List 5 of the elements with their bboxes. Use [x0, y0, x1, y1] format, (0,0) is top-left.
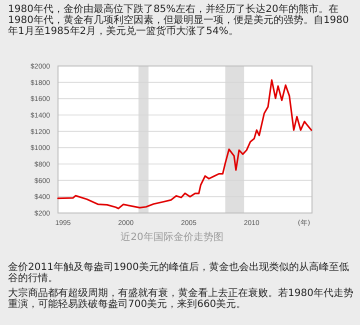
- text: 1980年代，金价由最高位下跌了85%左右，并经历了长达20年的熊市。在1980年代，黄金有几项利空因素，但最明显一项，便是美元的强势。自1980年1月至1985年2月，美元兑一篮货币大涨了54%。: [8, 4, 350, 37]
- line-series: [57, 79, 312, 210]
- text: 近20年国际金价走势图: [120, 231, 224, 243]
- text: 大宗商品都有超级周期，有盛就有衰，黄金看上去正在衰败。若1980年代走势重演，可能轻易跌破每盎司700美元，来到660美元。: [8, 288, 354, 310]
- text: 金价2011年触及每盎司1900美元的峰值后，黄金也会出现类似的从高峰至低谷的行情。: [8, 262, 350, 284]
